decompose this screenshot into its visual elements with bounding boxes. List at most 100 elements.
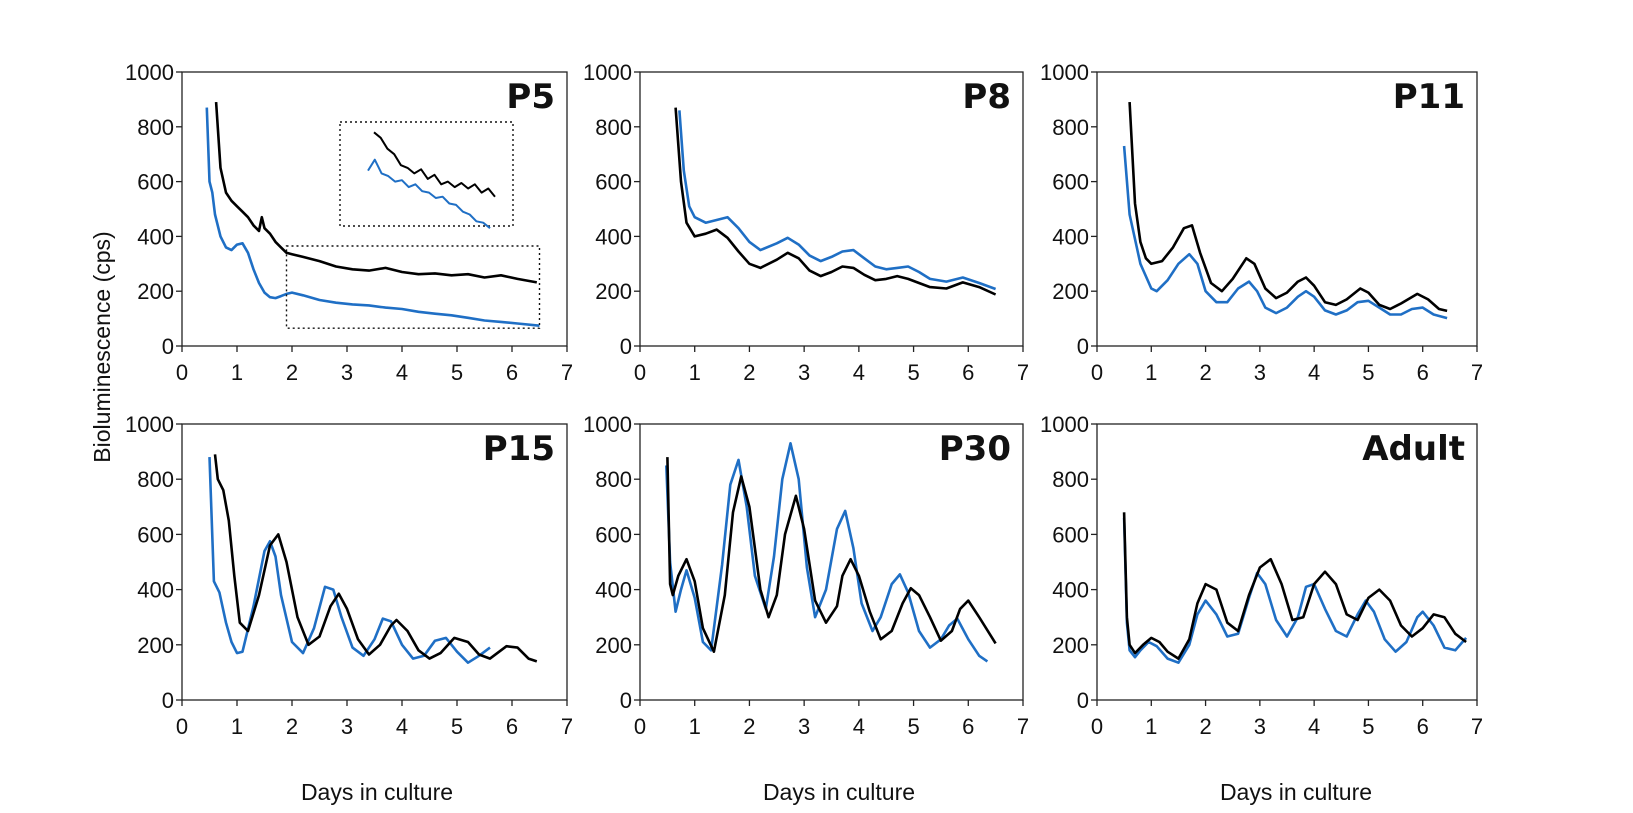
- y-tick-label: 800: [137, 115, 174, 140]
- x-tick-label: 5: [1362, 360, 1374, 385]
- x-tick-label: 3: [1254, 714, 1266, 739]
- y-tick-label: 400: [595, 578, 632, 603]
- y-tick-label: 600: [137, 522, 174, 547]
- panel-title: P11: [1393, 77, 1465, 117]
- panel-title: P15: [483, 429, 555, 469]
- y-tick-label: 600: [1052, 522, 1089, 547]
- plot-frame: [1096, 423, 1478, 701]
- inset-box: [339, 121, 514, 227]
- plot-frame: [639, 423, 1024, 701]
- y-tick-label: 600: [137, 170, 174, 195]
- x-axis-title-bottom-left: Days in culture: [301, 779, 453, 805]
- y-tick-label: 1000: [583, 412, 632, 437]
- y-tick-label: 400: [137, 224, 174, 249]
- x-tick-label: 3: [341, 360, 353, 385]
- panel-title: Adult: [1362, 429, 1465, 469]
- y-tick-label: 800: [137, 467, 174, 492]
- y-tick-label: 1000: [1040, 412, 1089, 437]
- x-tick-label: 6: [506, 360, 518, 385]
- x-tick-label: 4: [1308, 714, 1320, 739]
- x-tick-label: 7: [1471, 360, 1483, 385]
- y-tick-label: 600: [595, 522, 632, 547]
- panel-p11: 0 1 2 3 4 5 6 7 0 200 400 600 800 1000 P11: [1040, 60, 1483, 385]
- panel-p30: 0 1 2 3 4 5 6 7 0 200 400 600 800 1000 P30: [583, 412, 1029, 739]
- y-tick-label: 200: [595, 633, 632, 658]
- x-tick-label: 6: [1417, 714, 1429, 739]
- y-axis-title: Bioluminescence (cps): [89, 231, 115, 462]
- y-tick-label: 800: [595, 115, 632, 140]
- x-tick-label: 7: [1017, 714, 1029, 739]
- y-tick-label: 200: [1052, 633, 1089, 658]
- panel-adult: 0 1 2 3 4 5 6 7 0 200 400 600 800 1000 Adult: [1040, 412, 1483, 739]
- y-tick-label: 0: [1077, 688, 1089, 713]
- series-line-black: [214, 102, 538, 284]
- y-tick-label: 800: [1052, 115, 1089, 140]
- plot-frame: [639, 71, 1024, 347]
- series-line-blue: [665, 442, 989, 663]
- y-tick-label: 600: [595, 170, 632, 195]
- x-tick-label: 4: [853, 714, 865, 739]
- y-tick-label: 0: [1077, 334, 1089, 359]
- panel-title: P8: [962, 77, 1011, 117]
- x-tick-label: 6: [1417, 360, 1429, 385]
- y-tick-label: 200: [137, 279, 174, 304]
- series-line-black: [1128, 102, 1448, 313]
- y-tick-label: 400: [137, 578, 174, 603]
- y-tick-label: 1000: [125, 412, 174, 437]
- series-line-blue: [1122, 145, 1448, 320]
- series-line-black: [213, 454, 538, 663]
- x-tick-label: 2: [1199, 360, 1211, 385]
- x-tick-label: 3: [798, 360, 810, 385]
- x-tick-label: 2: [743, 714, 755, 739]
- y-tick-label: 0: [162, 334, 174, 359]
- series-line-blue: [208, 457, 491, 664]
- y-tick-label: 1000: [125, 60, 174, 85]
- panel-p5: 0 1 2 3 4 5 6 7 0 200 400 600 800 1000 P5: [125, 60, 573, 385]
- x-tick-label: 7: [1471, 714, 1483, 739]
- x-tick-label: 4: [853, 360, 865, 385]
- plot-frame: [1096, 71, 1478, 347]
- x-tick-label: 0: [176, 714, 188, 739]
- y-tick-label: 1000: [1040, 60, 1089, 85]
- y-tick-label: 200: [1052, 279, 1089, 304]
- x-tick-label: 7: [1017, 360, 1029, 385]
- x-tick-label: 1: [1145, 714, 1157, 739]
- x-tick-label: 5: [1362, 714, 1374, 739]
- x-tick-label: 3: [1254, 360, 1266, 385]
- x-tick-label: 2: [743, 360, 755, 385]
- panel-title: P5: [506, 77, 555, 117]
- y-tick-label: 400: [1052, 578, 1089, 603]
- x-tick-label: 3: [798, 714, 810, 739]
- x-tick-label: 5: [451, 360, 463, 385]
- x-tick-label: 0: [1091, 714, 1103, 739]
- x-tick-label: 0: [634, 714, 646, 739]
- y-tick-label: 1000: [583, 60, 632, 85]
- y-tick-label: 0: [620, 688, 632, 713]
- y-tick-label: 600: [1052, 170, 1089, 195]
- x-tick-label: 1: [689, 360, 701, 385]
- x-tick-label: 1: [231, 714, 243, 739]
- x-tick-label: 5: [451, 714, 463, 739]
- x-tick-label: 6: [506, 714, 518, 739]
- inset-line-blue: [367, 158, 491, 229]
- x-tick-label: 5: [907, 360, 919, 385]
- zoom-region-box: [285, 245, 541, 329]
- x-tick-label: 4: [396, 360, 408, 385]
- x-tick-label: 6: [962, 714, 974, 739]
- y-tick-label: 800: [595, 467, 632, 492]
- x-tick-label: 5: [907, 714, 919, 739]
- panel-title: P30: [939, 429, 1011, 469]
- x-tick-label: 2: [286, 360, 298, 385]
- series-line-black: [1122, 512, 1467, 660]
- series-line-blue: [1122, 517, 1468, 664]
- series-line-blue: [678, 110, 997, 291]
- x-tick-label: 7: [561, 714, 573, 739]
- x-axis-title-bottom-right: Days in culture: [1220, 779, 1372, 805]
- x-tick-label: 1: [1145, 360, 1157, 385]
- x-tick-label: 6: [962, 360, 974, 385]
- series-line-black: [666, 457, 997, 653]
- y-tick-label: 0: [620, 334, 632, 359]
- x-axis-title-bottom-middle: Days in culture: [763, 779, 915, 805]
- y-tick-label: 200: [595, 279, 632, 304]
